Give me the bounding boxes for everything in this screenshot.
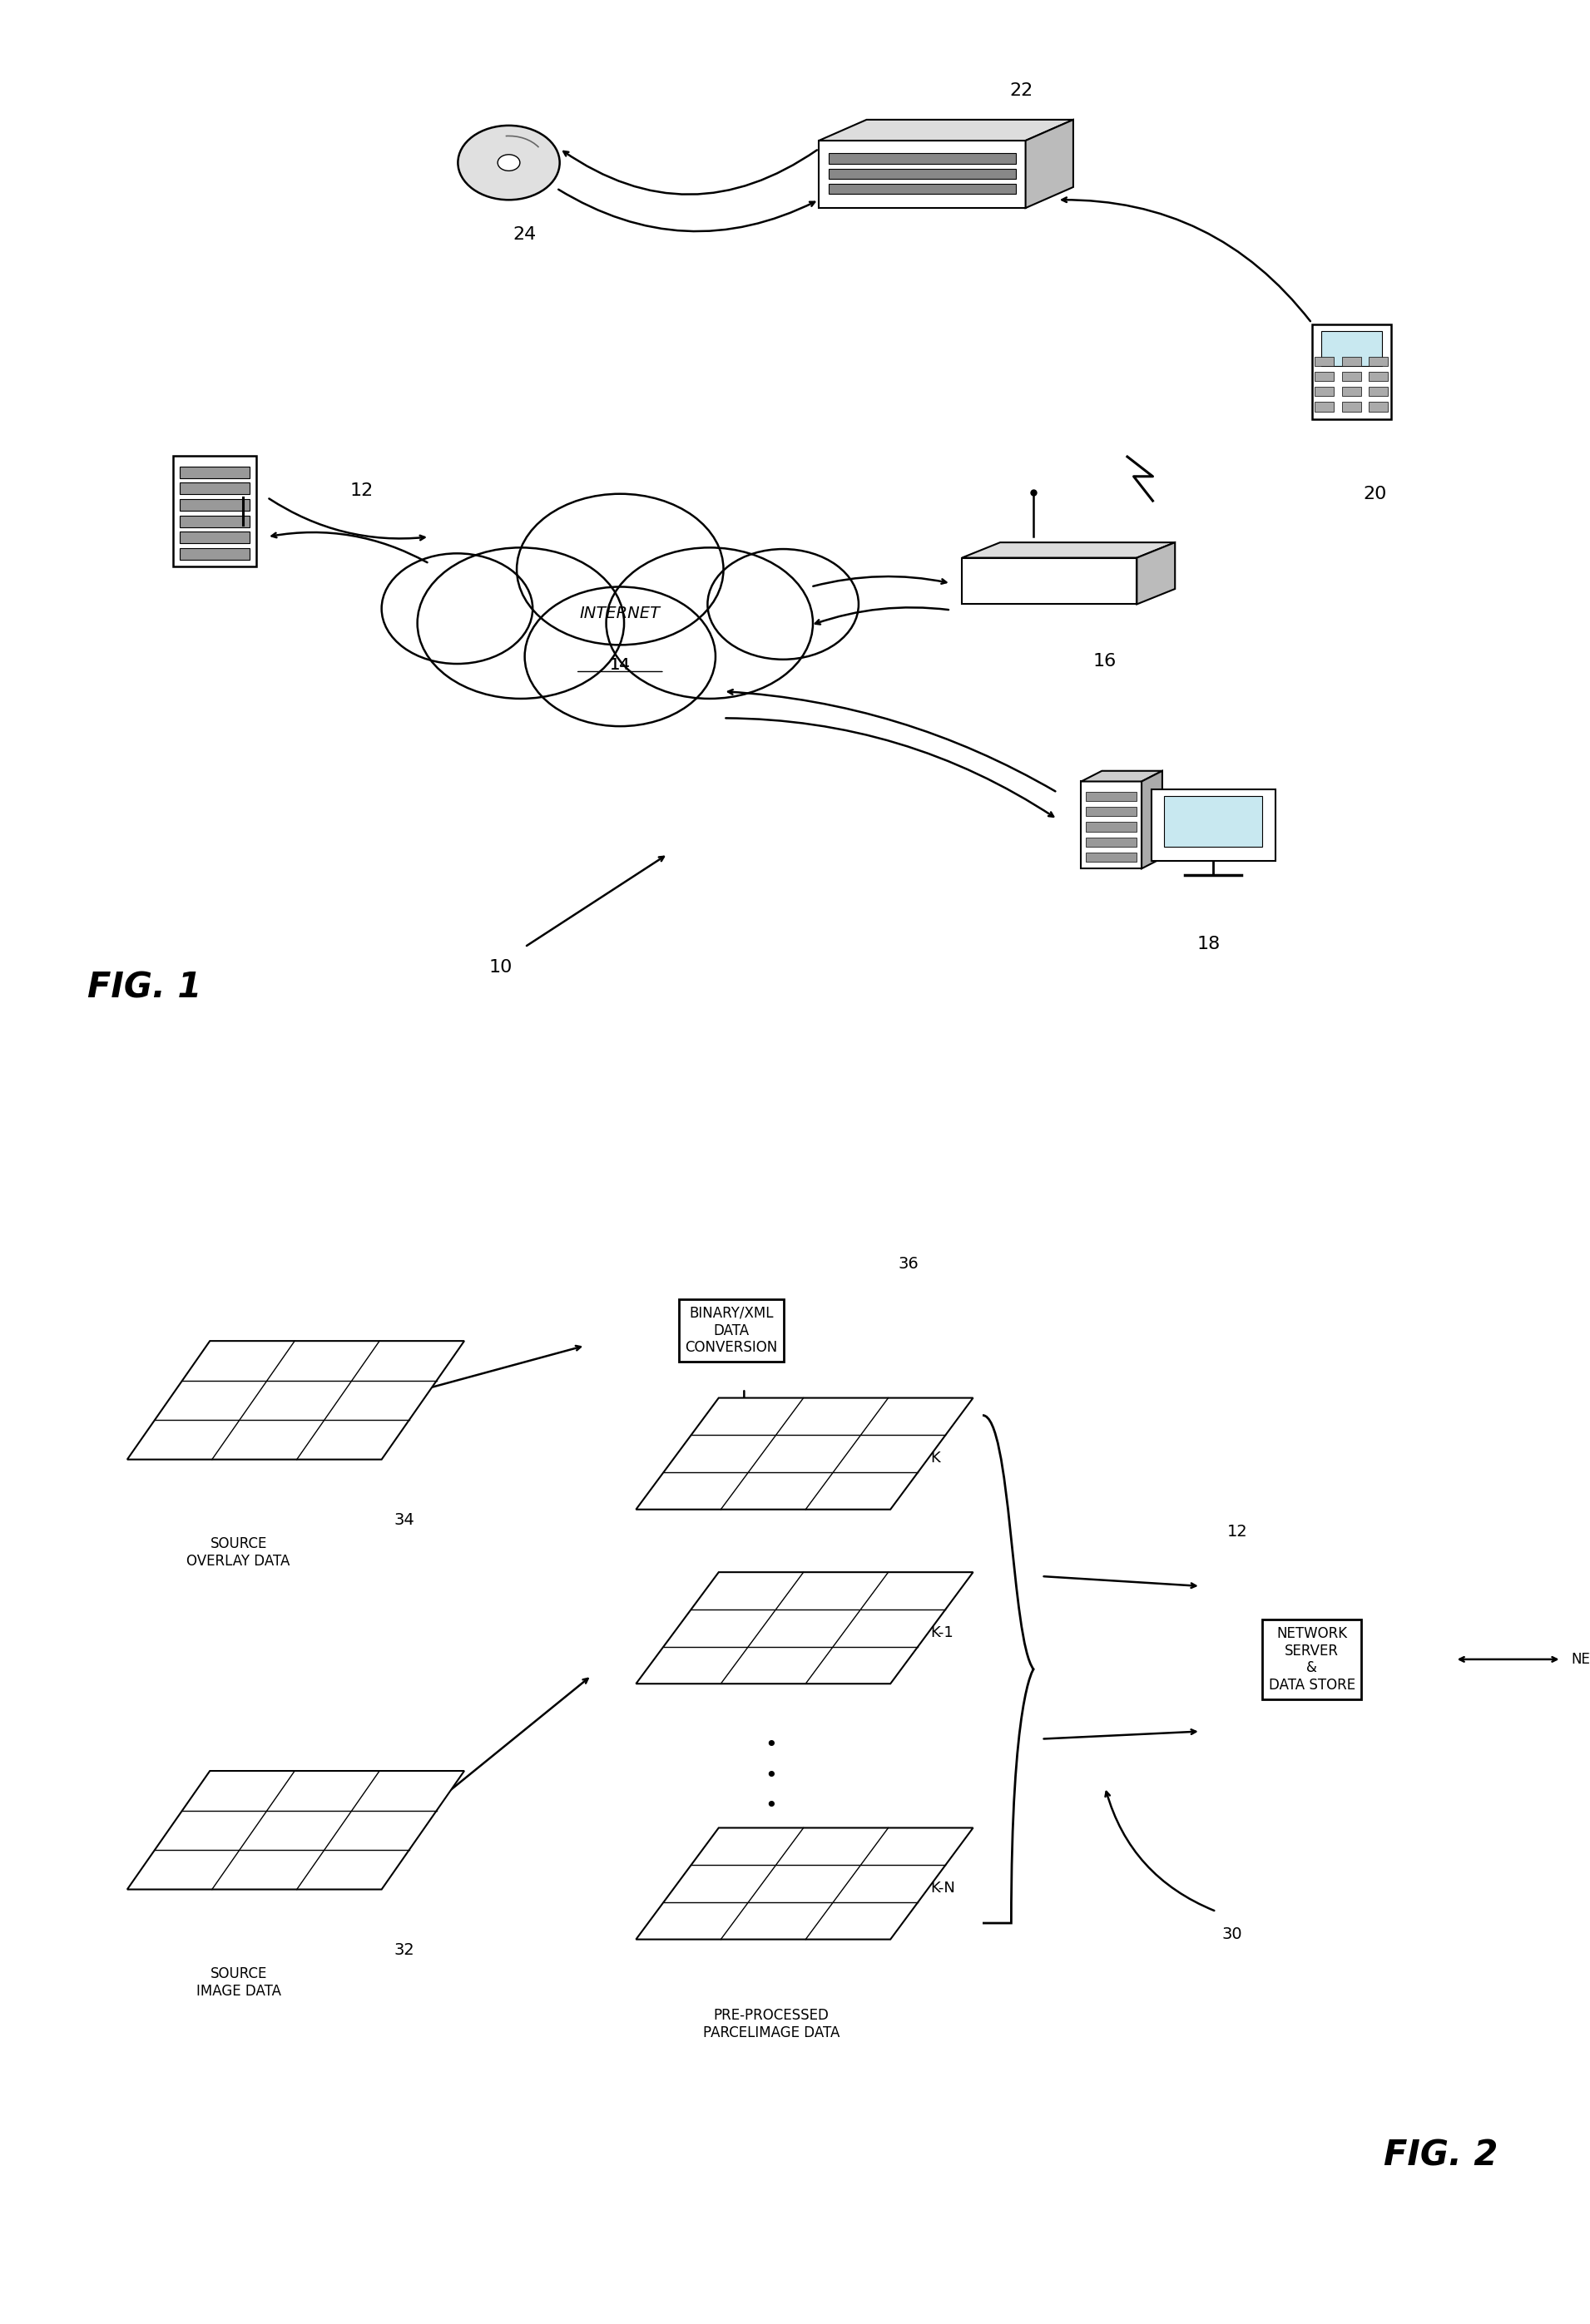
Polygon shape <box>819 121 1073 142</box>
Polygon shape <box>1315 372 1334 381</box>
Polygon shape <box>828 167 1016 179</box>
Text: 12: 12 <box>1227 1525 1248 1538</box>
Polygon shape <box>180 500 250 511</box>
Text: 10: 10 <box>490 960 512 976</box>
Text: 32: 32 <box>394 1943 415 1957</box>
Text: 18: 18 <box>1197 937 1220 953</box>
Text: 30: 30 <box>1223 1927 1242 1943</box>
Text: •: • <box>765 1736 778 1755</box>
Polygon shape <box>1342 356 1361 365</box>
Polygon shape <box>1086 853 1137 862</box>
Text: INTERNET: INTERNET <box>580 607 660 621</box>
Text: 22: 22 <box>1010 81 1034 98</box>
Polygon shape <box>1137 541 1175 604</box>
Polygon shape <box>180 548 250 560</box>
Text: SOURCE
IMAGE DATA: SOURCE IMAGE DATA <box>196 1966 281 1999</box>
Polygon shape <box>173 456 256 567</box>
Circle shape <box>525 586 716 725</box>
Text: BINARY/XML
DATA
CONVERSION: BINARY/XML DATA CONVERSION <box>685 1306 778 1355</box>
Polygon shape <box>1315 402 1334 411</box>
Polygon shape <box>962 558 1137 604</box>
Text: 14: 14 <box>611 658 630 672</box>
Polygon shape <box>1369 388 1388 395</box>
Polygon shape <box>1369 356 1388 365</box>
Text: SOURCE
OVERLAY DATA: SOURCE OVERLAY DATA <box>186 1536 291 1569</box>
Polygon shape <box>1342 372 1361 381</box>
Polygon shape <box>828 184 1016 195</box>
Polygon shape <box>1086 837 1137 846</box>
Text: K-N: K-N <box>930 1880 956 1896</box>
Polygon shape <box>180 467 250 479</box>
Text: •: • <box>765 1796 778 1815</box>
Polygon shape <box>636 1397 973 1511</box>
Polygon shape <box>1342 402 1361 411</box>
Circle shape <box>517 495 723 646</box>
Circle shape <box>418 548 625 700</box>
Text: •: • <box>765 1766 778 1785</box>
Polygon shape <box>180 483 250 495</box>
Text: 16: 16 <box>1094 653 1116 669</box>
Polygon shape <box>127 1341 464 1459</box>
Polygon shape <box>819 142 1026 207</box>
Polygon shape <box>1369 372 1388 381</box>
Polygon shape <box>962 541 1175 558</box>
Polygon shape <box>1369 402 1388 411</box>
Polygon shape <box>1086 823 1137 832</box>
Text: K-1: K-1 <box>930 1624 954 1641</box>
Circle shape <box>382 553 533 665</box>
Polygon shape <box>1342 388 1361 395</box>
Text: K: K <box>930 1450 940 1466</box>
Polygon shape <box>1142 772 1162 869</box>
Text: PRE-PROCESSED
PARCELIMAGE DATA: PRE-PROCESSED PARCELIMAGE DATA <box>703 2008 840 2040</box>
Polygon shape <box>1086 792 1137 802</box>
Text: FIG. 1: FIG. 1 <box>87 969 202 1006</box>
Circle shape <box>498 153 520 172</box>
Circle shape <box>458 125 560 200</box>
Text: NETWORK: NETWORK <box>1571 1652 1590 1666</box>
Text: 14: 14 <box>611 658 630 672</box>
Polygon shape <box>180 516 250 528</box>
Polygon shape <box>1164 795 1262 848</box>
Polygon shape <box>1081 781 1142 869</box>
Polygon shape <box>1315 356 1334 365</box>
Circle shape <box>708 548 859 660</box>
Polygon shape <box>1026 121 1073 207</box>
Text: 36: 36 <box>898 1257 919 1271</box>
Polygon shape <box>127 1771 464 1889</box>
Text: 34: 34 <box>394 1513 415 1527</box>
Polygon shape <box>1312 323 1391 418</box>
Polygon shape <box>636 1571 973 1683</box>
Text: FIG. 2: FIG. 2 <box>1383 2138 1498 2173</box>
Text: 24: 24 <box>514 228 536 244</box>
Polygon shape <box>1315 388 1334 395</box>
Text: 20: 20 <box>1364 486 1386 502</box>
Polygon shape <box>1321 332 1382 365</box>
Text: NETWORK
SERVER
&
DATA STORE: NETWORK SERVER & DATA STORE <box>1269 1627 1355 1692</box>
Circle shape <box>606 548 812 700</box>
Polygon shape <box>180 532 250 544</box>
Polygon shape <box>636 1827 973 1938</box>
Polygon shape <box>1086 806 1137 816</box>
Polygon shape <box>1081 772 1162 781</box>
Polygon shape <box>1151 790 1275 860</box>
Text: 12: 12 <box>350 481 374 500</box>
Polygon shape <box>828 153 1016 163</box>
